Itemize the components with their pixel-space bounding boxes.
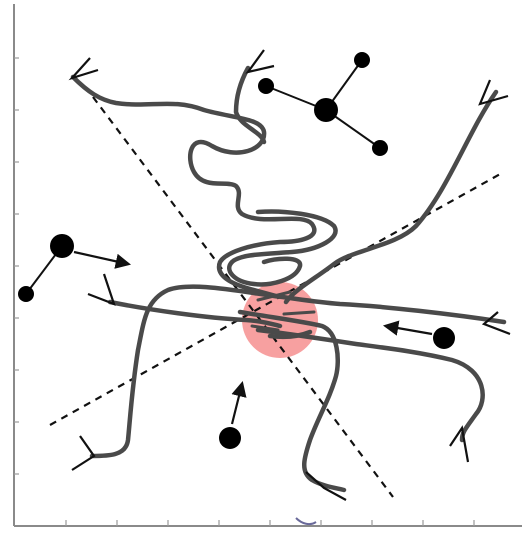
trajectory-top-left bbox=[70, 74, 317, 299]
molecule-node bbox=[372, 140, 388, 156]
trajectories bbox=[70, 65, 507, 493]
arrow-bottom-particle bbox=[230, 381, 247, 425]
trajectory-right-arm bbox=[89, 284, 507, 459]
circle-strokes bbox=[250, 290, 316, 332]
pointer-bottom-left bbox=[71, 435, 96, 471]
plot-frame bbox=[13, 4, 522, 527]
molecule-node bbox=[354, 52, 370, 68]
bottom-mark bbox=[295, 517, 317, 526]
pointer-bottom-center bbox=[305, 471, 347, 501]
particle-right bbox=[382, 320, 455, 349]
dashed-line-diagonal bbox=[92, 96, 394, 498]
molecule-top bbox=[258, 52, 388, 156]
molecule-left bbox=[18, 234, 132, 302]
pointer-bottom-right bbox=[449, 425, 470, 463]
pointer-top-left bbox=[68, 57, 99, 81]
left-ticks bbox=[14, 57, 19, 475]
trajectory-top-right bbox=[283, 89, 499, 305]
molecule-center-node bbox=[314, 98, 338, 122]
pointer-top-right bbox=[478, 79, 509, 106]
trajectory-bottom-center bbox=[237, 309, 347, 493]
pointers bbox=[68, 49, 511, 501]
molecule-node bbox=[258, 78, 274, 94]
trajectory-bottom-right bbox=[255, 327, 485, 443]
particle-bottom bbox=[219, 381, 247, 449]
pointer-right bbox=[481, 311, 511, 336]
trajectory-left-arm bbox=[107, 299, 283, 329]
trajectory-top-center bbox=[233, 65, 267, 145]
trajectory-inner-stub bbox=[267, 329, 313, 340]
bottom-ticks bbox=[65, 520, 475, 526]
pointer-top-center bbox=[245, 49, 275, 74]
pointer-left bbox=[87, 273, 116, 306]
arrow-right-particle bbox=[382, 320, 433, 336]
trajectory-center-loop bbox=[227, 209, 338, 287]
arrow-left-molecule bbox=[73, 250, 132, 269]
